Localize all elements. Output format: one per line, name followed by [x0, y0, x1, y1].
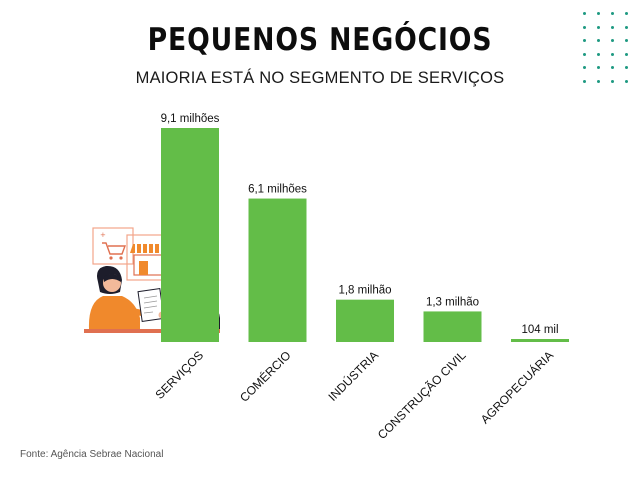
category-label-2: COMÉRCIO	[236, 348, 293, 405]
decorative-dot	[625, 52, 628, 56]
decorative-dot	[611, 66, 614, 69]
decorative-dot	[583, 25, 586, 29]
svg-text:+: +	[100, 231, 106, 239]
chart-subtitle: MAIORIA ESTÁ NO SEGMENTO DE SERVIÇOS	[135, 69, 505, 87]
decorative-dot	[625, 79, 628, 83]
category-label-4: CONSTRUÇÃO CIVIL	[375, 348, 469, 442]
woman-figure	[88, 265, 149, 329]
bar-1	[161, 128, 219, 342]
decorative-dot	[625, 25, 628, 29]
decorative-dot	[611, 39, 614, 42]
data-label-5: 104 mil	[521, 324, 558, 336]
decorative-dot	[583, 12, 586, 15]
bars-layer	[161, 128, 569, 342]
data-label-4: 1,3 milhão	[426, 296, 479, 308]
decorative-dot	[611, 52, 614, 56]
bar-4	[423, 311, 482, 342]
decorative-dot	[597, 52, 600, 56]
decorative-dot	[625, 66, 628, 69]
category-label-1: SERVIÇOS	[153, 348, 207, 402]
decorative-dot	[597, 39, 600, 42]
source-note: Fonte: Agência Sebrae Nacional	[20, 449, 164, 460]
shop-icon	[126, 234, 174, 281]
decorative-dot	[597, 79, 600, 83]
data-label-2: 6,1 milhões	[248, 184, 307, 196]
bar-3	[336, 299, 394, 342]
decorative-dot	[611, 12, 614, 15]
decorative-dot	[583, 52, 586, 56]
decorative-dot	[597, 12, 600, 15]
bar-5	[511, 339, 569, 342]
chart-title: PEQUENOS NEGÓCIOS	[147, 22, 493, 58]
bar-2	[248, 198, 307, 342]
decorative-dot	[611, 25, 614, 29]
decorative-dot	[597, 66, 600, 69]
decorative-dot	[625, 39, 628, 42]
decorative-dot	[583, 66, 586, 69]
decorative-dot	[625, 12, 628, 15]
decorative-dot	[583, 39, 586, 42]
decorative-dot	[597, 25, 600, 29]
decorative-dot	[583, 79, 586, 83]
category-label-5: AGROPECUÁRIA	[477, 348, 556, 427]
data-label-1: 9,1 milhões	[161, 113, 220, 125]
decorative-dot	[611, 79, 614, 83]
decorative-dots	[583, 12, 629, 84]
data-label-3: 1,8 milhão	[338, 285, 391, 297]
category-label-3: INDÚSTRIA	[325, 348, 381, 404]
